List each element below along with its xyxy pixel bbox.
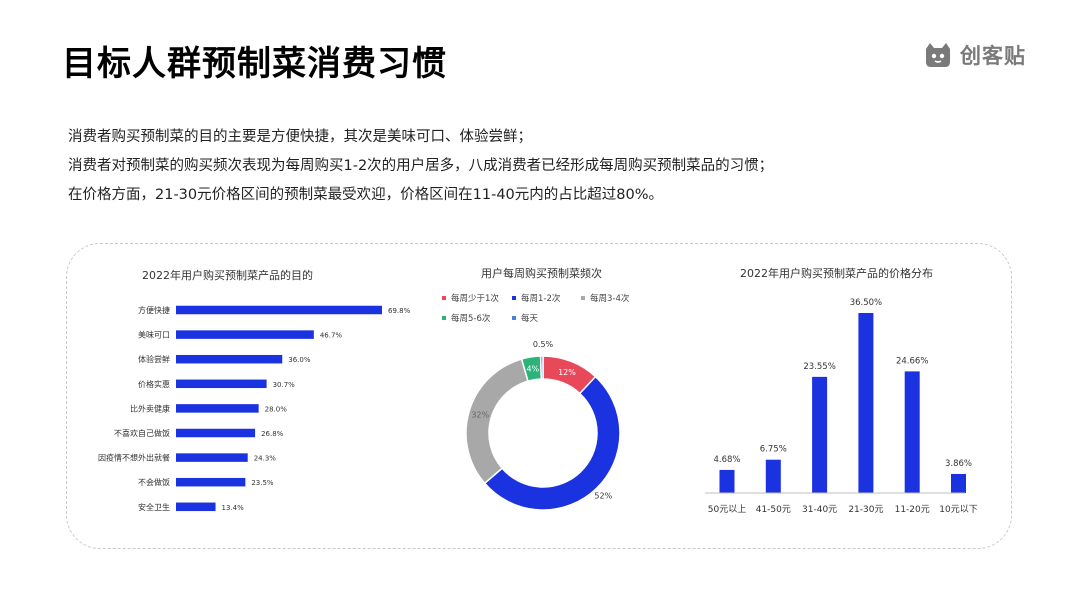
summary-text: 消费者购买预制菜的目的主要是方便快捷，其次是美味可口、体验尝鲜； 消费者对预制菜… [68,123,773,210]
donut-slice [539,355,544,380]
category-label: 体验尝鲜 [138,354,170,364]
summary-line: 在价格方面，21-30元价格区间的预制菜最受欢迎，价格区间在11-40元内的占比… [68,187,663,203]
legend-label: 每周少于1次 [451,293,499,304]
data-label: 6.75% [760,445,787,455]
category-label: 安全卫生 [138,502,170,512]
bar [176,404,259,413]
category-label: 21-30元 [848,505,883,515]
bar [176,305,382,315]
data-label: 46.7% [320,332,343,340]
bar [858,313,874,493]
data-label: 24.3% [254,455,277,463]
bar [951,473,966,493]
bar [176,502,216,512]
data-label: 13.4% [222,504,245,512]
bar [765,459,781,493]
summary-line: 消费者购买预制菜的目的主要是方便快捷，其次是美味可口、体验尝鲜； [68,129,532,145]
bar [176,428,256,438]
data-label: 23.5% [251,479,274,487]
category-label: 不喜欢自己做饭 [114,428,170,438]
purpose-bar-chart: 方便快捷 69.8% 美味可口 46.7% 体验尝鲜 36.0% 价格实惠 30.7% 比外卖健… [98,305,411,512]
data-label: 3.86% [945,459,972,469]
category-label: 价格实惠 [138,379,170,389]
charts-panel [66,243,1012,549]
legend-swatch [581,296,585,300]
bar [719,469,735,493]
data-label: 36.0% [288,356,311,364]
category-label: 因疫情不想外出就餐 [98,453,170,463]
category-label: 不会做饭 [138,477,170,487]
data-label: 30.7% [273,381,296,389]
summary-line: 消费者对预制菜的购买频次表现为每周购买1-2次的用户居多，八成消费者已经形成每周… [68,158,774,174]
purpose-chart-title: 2022年用户购买预制菜产品的目的 [142,269,313,282]
data-label: 36.50% [850,298,882,308]
bar [904,371,920,493]
legend-swatch [442,316,446,320]
slice-label: 32% [471,410,489,419]
category-label: 31-40元 [802,505,837,515]
data-label: 24.66% [896,356,928,366]
bar [176,330,314,339]
legend-label: 每周1-2次 [521,293,561,304]
category-label: 11-20元 [895,505,930,515]
data-label: 23.55% [803,362,835,372]
category-label: 41-50元 [756,505,791,515]
slice-label: 52% [594,492,612,501]
brand-mascot-icon [926,43,950,67]
bar [812,376,828,493]
data-label: 69.8% [388,307,411,315]
donut-slice [465,358,529,485]
page-title: 目标人群预制菜消费习惯 [62,44,447,84]
data-label: 26.8% [261,430,284,438]
bar [176,379,267,389]
data-label: 28.0% [265,405,288,413]
brand-name: 创客贴 [960,44,1026,68]
frequency-chart-title: 用户每周购买预制菜频次 [481,267,602,280]
legend-swatch [512,296,516,300]
slice-label: 0.5% [533,340,554,349]
bar [176,477,246,487]
category-label: 10元以下 [939,505,977,515]
bar [176,453,248,462]
category-label: 比外卖健康 [130,403,170,413]
slice-label: 4% [526,364,539,373]
brand-logo: 创客贴 [922,40,1026,70]
data-label: 4.68% [713,455,740,465]
category-label: 方便快捷 [138,305,170,315]
legend-label: 每天 [521,313,539,324]
legend-swatch [512,316,516,320]
legend-swatch [442,296,446,300]
price-chart-title: 2022年用户购买预制菜产品的价格分布 [740,267,933,280]
bar [176,354,283,364]
price-bar-chart: 4.68% 50元以上 6.75% 41-50元 23.55% 31-40元 36.50% 2… [705,298,978,515]
slice-label: 12% [558,368,576,377]
category-label: 美味可口 [138,330,170,340]
donut-slice [483,375,621,511]
legend-label: 每周5-6次 [451,313,491,324]
category-label: 50元以上 [708,504,746,515]
legend-label: 每周3-4次 [590,293,630,304]
